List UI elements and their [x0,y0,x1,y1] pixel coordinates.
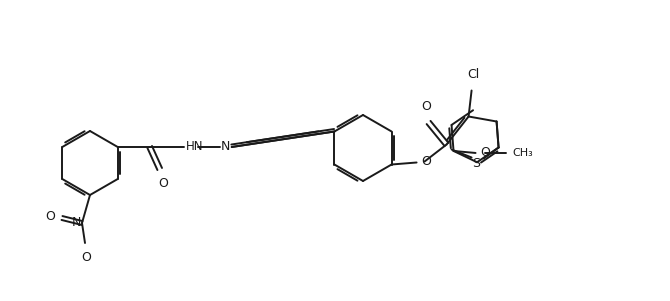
Text: O: O [157,177,168,190]
Text: O: O [480,147,490,160]
Text: O: O [45,210,55,224]
Text: N: N [220,139,230,153]
Text: N: N [72,216,81,229]
Text: O: O [421,155,431,168]
Text: HN: HN [186,139,203,153]
Text: S: S [472,157,480,170]
Text: CH₃: CH₃ [513,148,533,158]
Text: O: O [81,251,91,264]
Text: O: O [421,100,431,113]
Text: Cl: Cl [468,69,480,82]
